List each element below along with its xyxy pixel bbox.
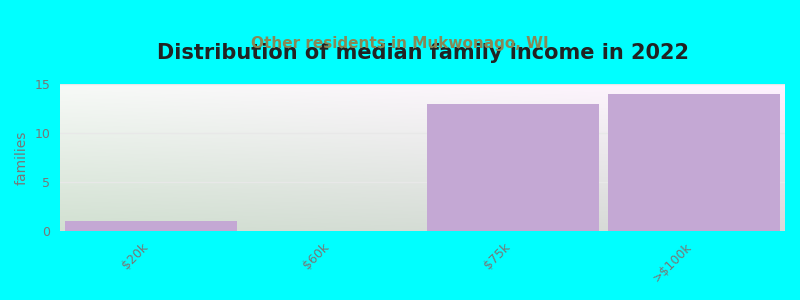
Bar (427, 103, 599, 231)
Text: Other residents in Mukwonago, WI: Other residents in Mukwonago, WI (251, 36, 549, 51)
Title: Distribution of median family income in 2022: Distribution of median family income in … (157, 43, 689, 63)
Bar (65, 221, 237, 231)
Y-axis label: families: families (15, 130, 29, 185)
Bar (608, 94, 781, 231)
